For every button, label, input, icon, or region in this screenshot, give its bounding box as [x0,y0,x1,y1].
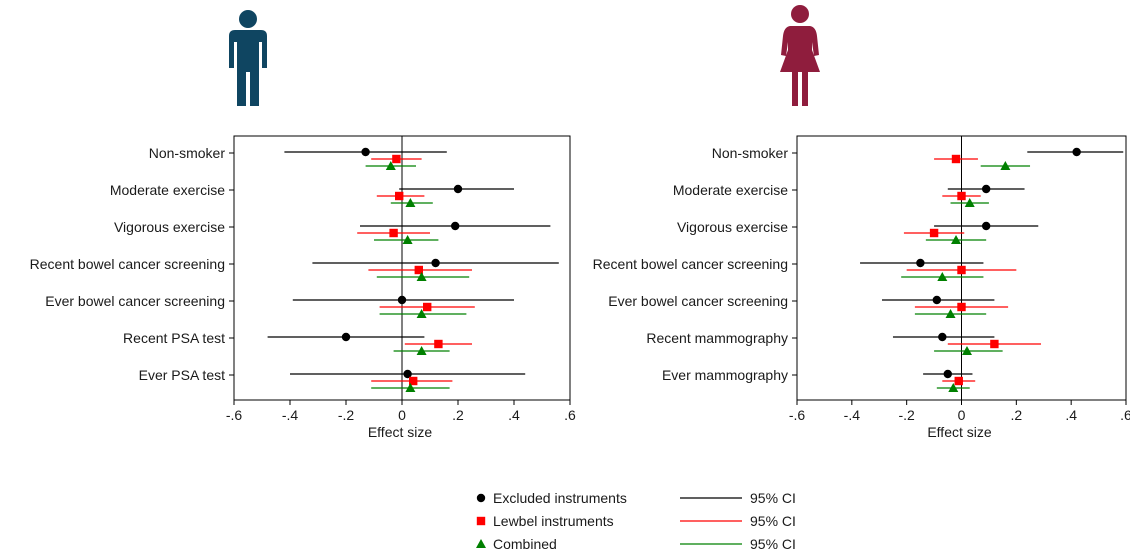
estimate-marker [981,184,991,194]
plot-panels: -.6 -.4 -.2 0 .2 .4 .6 Effect size Non-smoker Mod… [30,5,1130,440]
estimate-marker [951,235,962,244]
estimate-marker [397,295,407,305]
legend-label: Lewbel instruments [493,513,614,529]
x-tick-label: .2 [452,407,464,423]
estimate-marker [453,184,463,194]
estimate-marker [1072,147,1081,157]
estimate-marker [964,198,975,207]
estimate-marker [341,332,351,342]
estimate-marker [389,228,398,238]
legend-ci-label: 95% CI [750,536,796,552]
estimate-marker [402,235,413,244]
x-axis-label: Effect size [368,424,433,440]
series-square [357,154,475,386]
estimate-marker [957,265,966,275]
estimate-marker [451,221,460,231]
x-tick-label: .6 [564,407,576,423]
legend-marker [476,516,486,526]
category-label: Ever bowel cancer screening [45,293,225,309]
category-label: Moderate exercise [110,182,225,198]
estimate-marker [929,228,939,238]
x-tick-label: .4 [508,407,520,423]
estimate-marker [937,272,948,281]
estimate-marker [434,339,443,349]
estimate-marker [945,309,956,318]
legend-item: Excluded instruments 95% CI [476,490,796,506]
estimate-marker [416,272,427,281]
category-label: Recent bowel cancer screening [30,256,225,272]
estimate-marker [932,295,942,305]
x-tick-label: .6 [1120,407,1130,423]
category-label: Non-smoker [712,145,789,161]
legend-label: Combined [493,536,557,552]
estimate-marker [405,198,416,207]
estimate-marker [954,376,963,386]
estimate-marker [938,332,947,342]
legend-ci-label: 95% CI [750,490,796,506]
estimate-marker [395,191,404,201]
estimate-marker [916,258,925,268]
x-tick-label: 0 [958,407,966,423]
legend-item: Lewbel instruments 95% CI [476,513,796,529]
category-label: Vigorous exercise [677,219,788,235]
estimate-marker [990,339,999,349]
legend-ci-label: 95% CI [750,513,796,529]
estimate-marker [423,302,432,312]
estimate-marker [951,154,961,164]
x-tick-label: -.2 [338,407,355,423]
x-axis-label: Effect size [927,424,992,440]
estimate-marker [409,376,418,386]
x-tick-label: -.6 [789,407,806,423]
estimate-marker [416,309,427,318]
category-label: Recent bowel cancer screening [593,256,788,272]
male-figure-icon [229,10,267,106]
estimate-marker [943,369,952,379]
series-triangle [365,161,470,392]
estimate-marker [957,302,966,312]
legend-item: Combined 95% CI [476,536,796,552]
estimate-marker [948,383,959,392]
estimate-marker [385,161,396,170]
estimate-marker [405,383,416,392]
category-label: Non-smoker [149,145,226,161]
estimate-marker [414,265,423,275]
series-square [903,154,1042,386]
estimate-marker [361,147,370,157]
x-tick-label: 0 [398,407,406,423]
category-label: Recent mammography [646,330,788,346]
category-label: Ever PSA test [139,367,225,383]
panel-women: -.6 -.4 -.2 0 .2 .4 .6 Effect size Non-smoker Mod… [593,5,1130,440]
legend-marker [476,539,486,548]
estimate-marker [981,221,991,231]
x-tick-label: -.4 [844,407,861,423]
estimate-marker [431,258,440,268]
estimate-marker [403,369,412,379]
legend-marker [476,493,486,503]
estimate-marker [392,154,401,164]
x-tick-label: -.2 [898,407,915,423]
estimate-marker [1000,161,1011,170]
legend-label: Excluded instruments [493,490,627,506]
series-circle [267,147,559,379]
panel-men: -.6 -.4 -.2 0 .2 .4 .6 Effect size Non-smoker Mod… [30,10,576,440]
category-label: Recent PSA test [123,330,225,346]
series-circle [860,147,1124,379]
category-label: Ever bowel cancer screening [608,293,788,309]
category-label: Vigorous exercise [114,219,225,235]
x-tick-label: -.4 [282,407,299,423]
x-tick-label: -.6 [226,407,243,423]
x-tick-label: .4 [1065,407,1077,423]
series-triangle [901,161,1031,392]
category-label: Ever mammography [662,367,788,383]
estimate-marker [961,346,972,355]
estimate-marker [957,191,966,201]
x-tick-label: .2 [1010,407,1022,423]
estimate-marker [416,346,427,355]
female-figure-icon [780,5,820,106]
category-label: Moderate exercise [673,182,788,198]
